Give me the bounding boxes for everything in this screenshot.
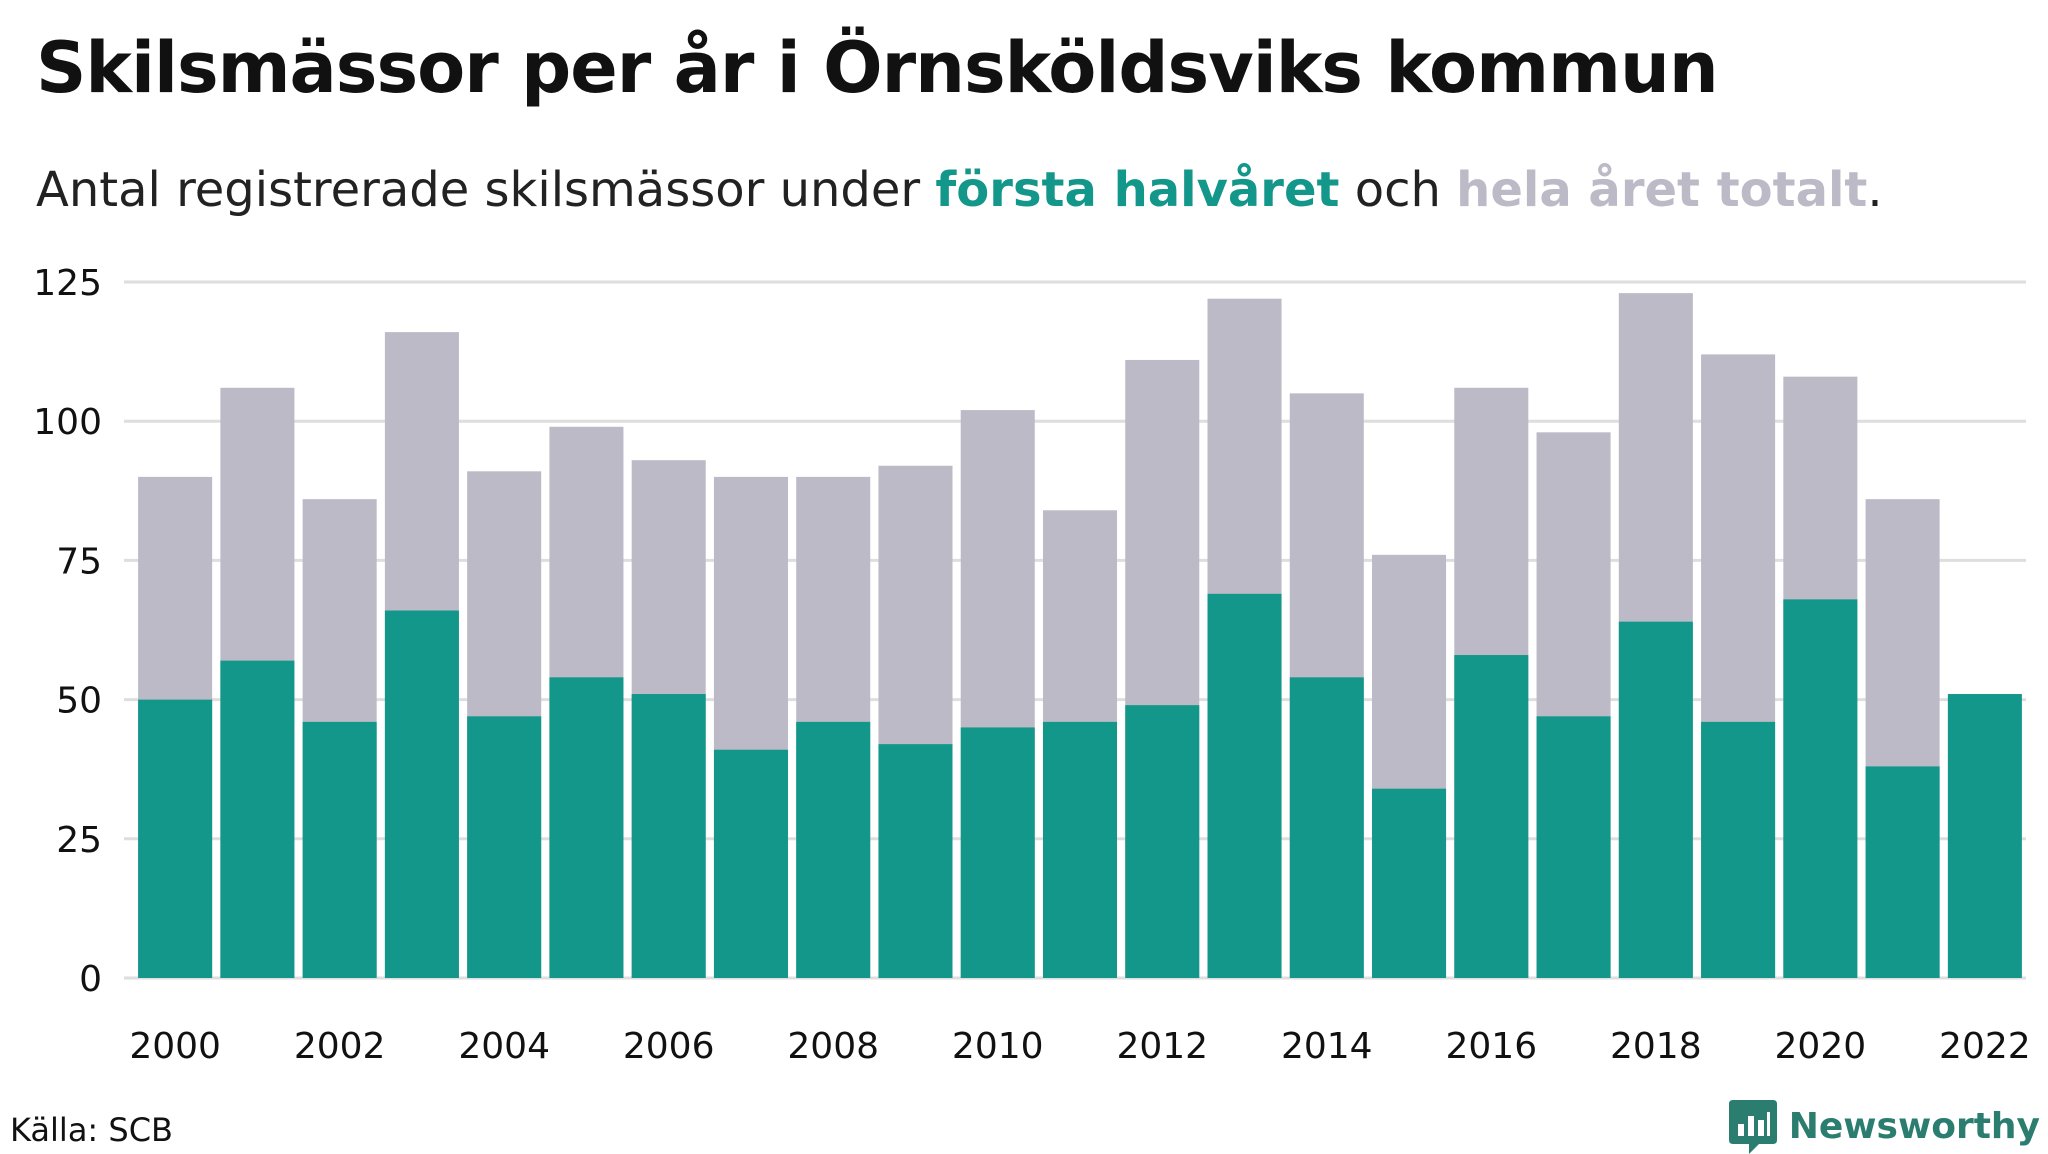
x-tick-label: 2012	[1116, 1026, 1208, 1067]
bar-first-half-2013	[1207, 593, 1282, 978]
bar-first-half-2001	[220, 660, 295, 978]
y-tick-label: 25	[56, 820, 102, 861]
bar-first-half-2018	[1618, 621, 1693, 978]
bar-first-half-2012	[1125, 705, 1200, 978]
y-tick-label: 0	[79, 959, 102, 1000]
x-tick-label: 2008	[787, 1026, 879, 1067]
subtitle-suffix: .	[1867, 162, 1883, 218]
bar-first-half-2000	[138, 699, 213, 978]
bar-first-half-2010	[960, 727, 1035, 978]
y-axis-labels: 0 25 50 75 100 125	[33, 263, 102, 1000]
bar-first-half-2008	[796, 721, 871, 978]
bar-first-half-2022	[1947, 694, 2022, 978]
bar-first-half-2017	[1536, 716, 1611, 978]
legend-full-year: hela året totalt	[1456, 162, 1868, 218]
x-tick-label: 2018	[1610, 1026, 1702, 1067]
y-tick-label: 75	[56, 541, 102, 582]
bar-first-half-2006	[631, 694, 706, 978]
x-tick-label: 2016	[1445, 1026, 1537, 1067]
bar-first-half-2015	[1372, 788, 1447, 978]
x-tick-label: 2022	[1939, 1026, 2031, 1067]
newsworthy-icon	[1728, 1100, 1777, 1154]
x-tick-label: 2006	[623, 1026, 715, 1067]
bar-first-half-2007	[713, 749, 788, 978]
bar-first-half-2016	[1454, 655, 1529, 978]
bar-first-half-2002	[302, 721, 377, 978]
y-tick-label: 50	[56, 681, 102, 722]
bars	[138, 293, 2022, 979]
bar-first-half-2021	[1865, 766, 1940, 978]
x-axis-labels: 2000 2002 2004 2006 2008 2010 2012 2014 2016 2018…	[129, 1026, 2030, 1067]
x-tick-label: 2010	[952, 1026, 1044, 1067]
y-tick-label: 100	[33, 402, 102, 443]
bar-first-half-2004	[467, 716, 542, 978]
bar-first-half-2019	[1701, 721, 1776, 978]
legend-first-half: första halvåret	[935, 162, 1340, 218]
subtitle-middle: och	[1339, 162, 1457, 218]
brand-logo: Newsworthy	[1728, 1100, 2040, 1154]
x-tick-label: 2002	[294, 1026, 386, 1067]
bar-first-half-2005	[549, 677, 624, 978]
bar-first-half-2011	[1042, 721, 1118, 978]
bar-first-half-2009	[878, 744, 953, 978]
brand-name: Newsworthy	[1788, 1106, 2040, 1147]
y-tick-label: 125	[33, 263, 102, 304]
source-note: Källa: SCB	[10, 1111, 173, 1149]
bar-first-half-2020	[1783, 599, 1858, 978]
subtitle-prefix: Antal registrerade skilsmässor under	[36, 162, 936, 218]
x-tick-label: 2014	[1281, 1026, 1373, 1067]
bar-first-half-2003	[384, 610, 459, 978]
x-tick-label: 2004	[458, 1026, 550, 1067]
x-tick-label: 2020	[1775, 1026, 1867, 1067]
x-tick-label: 2000	[129, 1026, 221, 1067]
chart-title: Skilsmässor per år i Örnsköldsviks kommu…	[36, 27, 1719, 109]
bar-first-half-2014	[1289, 677, 1364, 978]
chart-subtitle: Antal registrerade skilsmässor under för…	[36, 150, 1883, 230]
